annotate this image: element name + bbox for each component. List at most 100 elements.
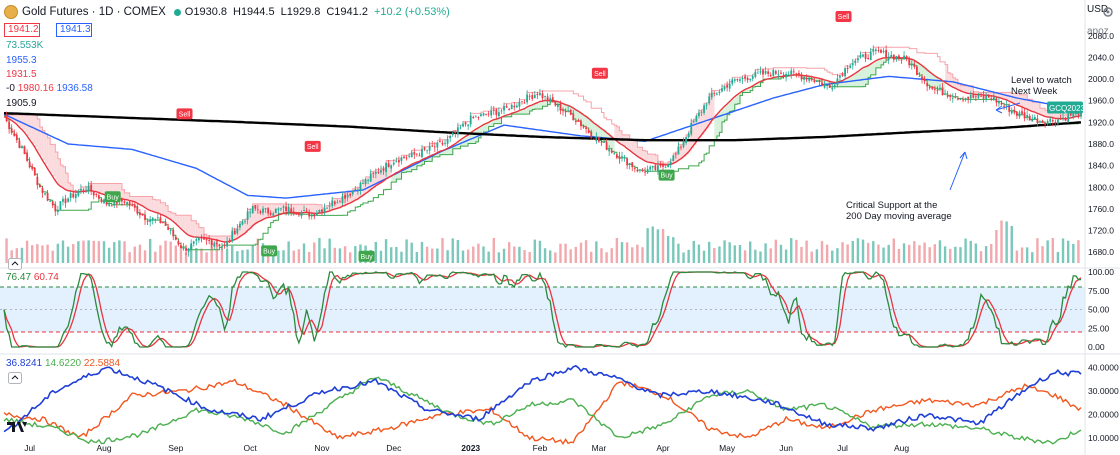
volume-bar — [810, 251, 813, 263]
volume-bar — [605, 252, 608, 263]
candle-body — [228, 239, 231, 241]
collapse-dmi-icon[interactable] — [8, 372, 22, 384]
cloud-segment — [196, 223, 200, 238]
candle-body — [949, 95, 952, 98]
volume-bar — [307, 251, 311, 263]
symbol-title[interactable]: Gold Futures · 1D · COMEX — [22, 6, 166, 18]
volume-bar — [338, 248, 342, 263]
sell-price-button[interactable]: 1941.2 — [4, 23, 40, 37]
candle-body — [933, 89, 936, 90]
candle-body — [444, 142, 446, 144]
currency-label[interactable]: USD — [1087, 4, 1109, 15]
cloud-segment — [596, 124, 600, 139]
cloud-segment — [732, 98, 736, 111]
stoch-values: 76.47 60.74 — [6, 272, 59, 283]
candle-body — [1010, 110, 1013, 114]
settings-gear-icon[interactable] — [1102, 6, 1114, 18]
scale-mode-label[interactable]: apoz — [1087, 26, 1109, 37]
cloud-segment — [870, 64, 874, 75]
volume-bar — [128, 252, 131, 263]
cloud-segment — [922, 65, 925, 79]
cloud-segment — [183, 215, 187, 232]
cloud-segment — [950, 73, 954, 86]
cloud-segment — [198, 227, 202, 238]
cloud-segment — [93, 183, 97, 192]
cloud-segment — [580, 113, 584, 126]
candle-body — [941, 87, 944, 96]
volume-bar — [405, 239, 408, 263]
candle-body — [1057, 119, 1059, 124]
volume-bar — [61, 240, 65, 263]
cloud-segment — [157, 199, 161, 213]
volume-bar — [236, 251, 239, 263]
candle-body — [608, 149, 611, 152]
candle-body — [895, 56, 898, 60]
buy-signal-box — [261, 245, 278, 257]
cloud-segment — [280, 203, 284, 215]
cloud-segment — [347, 192, 351, 205]
candle-body — [454, 131, 457, 134]
cloud-segment — [457, 141, 461, 149]
month-label: Mar — [592, 443, 607, 453]
candle-body — [321, 209, 323, 212]
volume-bar — [302, 243, 306, 263]
candle-body — [464, 122, 467, 125]
candle-body — [354, 189, 357, 191]
candle-body — [664, 166, 667, 168]
cloud-segment — [598, 126, 602, 141]
cloud-segment — [301, 204, 305, 213]
buy-signal-box — [104, 191, 121, 203]
cloud-segment — [991, 92, 995, 96]
collapse-stoch-icon[interactable] — [8, 258, 22, 270]
volume-bar — [154, 251, 157, 263]
cloud-segment — [755, 84, 759, 87]
volume-bar — [20, 247, 24, 263]
candle-body — [33, 167, 36, 176]
price-change: +10.2 (+0.53%) — [373, 6, 450, 18]
cloud-segment — [129, 196, 133, 201]
cloud-segment — [404, 168, 407, 173]
cloud-segment — [1024, 94, 1028, 109]
candle-body — [218, 244, 221, 247]
cloud-segment — [927, 69, 931, 86]
volume-bar — [554, 252, 557, 263]
candle-body — [80, 189, 82, 191]
candle-body — [233, 230, 236, 235]
candle-body — [687, 133, 690, 138]
candle-body — [582, 125, 585, 128]
cloud-segment — [555, 101, 559, 105]
candle-body — [944, 93, 946, 95]
cloud-segment — [909, 58, 913, 65]
cloud-segment — [483, 124, 487, 132]
candle-body — [418, 155, 421, 157]
candle-body — [382, 168, 385, 171]
candle-body — [59, 201, 62, 210]
stoch-d-value: 60.74 — [33, 272, 59, 283]
ohlc-low: L1929.8 — [280, 6, 321, 18]
volume-bar — [246, 249, 249, 263]
buy-price-button[interactable]: 1941.3 — [56, 23, 92, 37]
candle-body — [672, 155, 675, 162]
cloud-segment — [847, 77, 851, 87]
candle-body — [349, 193, 352, 196]
candle-body — [315, 213, 318, 216]
ohlc-open: O1930.8 — [184, 6, 227, 18]
candle-body — [318, 210, 321, 213]
cloud-segment — [475, 129, 479, 142]
candle-body — [900, 59, 903, 61]
cloud-segment — [1055, 112, 1059, 119]
volume-bar — [41, 245, 44, 263]
cloud-segment — [822, 79, 825, 85]
cloud-segment — [70, 185, 74, 191]
volume-bar — [872, 241, 875, 263]
candle-body — [31, 166, 34, 169]
cloud-segment — [386, 160, 389, 179]
cloud-segment — [652, 154, 656, 163]
cloud-segment — [406, 167, 410, 172]
candle-body — [190, 243, 193, 250]
cloud-segment — [78, 189, 82, 192]
cloud-segment — [421, 159, 425, 165]
candle-body — [197, 238, 200, 241]
candle-body — [277, 208, 280, 210]
